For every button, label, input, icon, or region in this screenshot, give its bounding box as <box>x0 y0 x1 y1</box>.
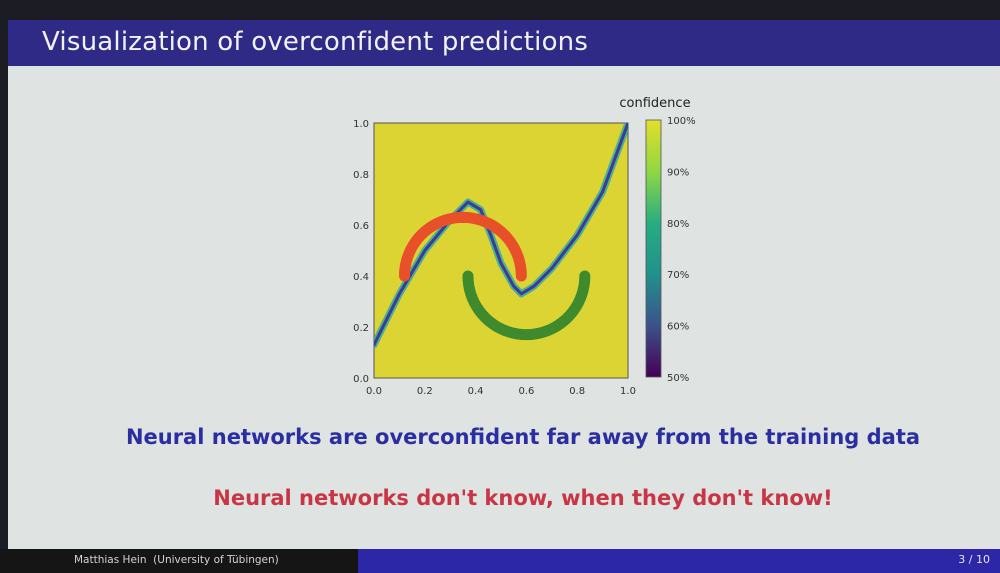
x-tick-label: 0.0 <box>366 386 382 397</box>
y-tick-label: 0.4 <box>353 272 369 283</box>
confidence-plot: 0.0 0.2 0.4 0.6 0.8 1.0 0.0 0.2 0.4 0.6 … <box>353 96 696 397</box>
colorbar-label: confidence <box>619 96 690 111</box>
x-tick-label: 0.8 <box>569 386 585 397</box>
slide: Visualization of overconfident predictio… <box>8 20 1000 552</box>
decision-boundary <box>374 123 628 347</box>
green-class-moon <box>462 270 591 341</box>
footer-author: Matthias Hein (University of Tübingen) <box>74 554 279 566</box>
x-tick-label: 1.0 <box>620 386 636 397</box>
footer-author-bar: Matthias Hein (University of Tübingen) <box>0 549 358 573</box>
footer-author-name: Matthias Hein <box>74 554 147 566</box>
colorbar-ticks: 50% 60% 70% 80% 90% 100% <box>667 116 696 384</box>
y-tick-label: 0.8 <box>353 170 369 181</box>
x-tick-label: 0.6 <box>518 386 534 397</box>
colorbar-tick-label: 70% <box>667 270 689 281</box>
x-tick-label: 0.4 <box>468 386 484 397</box>
red-class-moon <box>398 211 527 282</box>
colorbar-tick-label: 60% <box>667 322 689 333</box>
colorbar <box>645 119 662 378</box>
y-tick-label: 0.0 <box>353 374 369 385</box>
y-tick-label: 1.0 <box>353 119 369 130</box>
footer-page-bar: 3 / 10 <box>358 549 1000 573</box>
colorbar-tick-label: 90% <box>667 167 689 178</box>
y-tick-label: 0.6 <box>353 221 369 232</box>
colorbar-tick-label: 50% <box>667 373 689 384</box>
overconfident-message: Neural networks are overconfident far aw… <box>125 425 921 449</box>
footer-affiliation: (University of Tübingen) <box>153 554 279 566</box>
slide-title: Visualization of overconfident predictio… <box>42 27 589 57</box>
dont-know-message: Neural networks don't know, when they do… <box>213 486 833 510</box>
page-number: 3 / 10 <box>958 553 990 566</box>
title-bar: Visualization of overconfident predictio… <box>8 20 1000 66</box>
x-axis: 0.0 0.2 0.4 0.6 0.8 1.0 <box>366 386 636 397</box>
colorbar-tick-label: 80% <box>667 219 689 230</box>
colorbar-tick-label: 100% <box>667 116 696 127</box>
x-tick-label: 0.2 <box>417 386 433 397</box>
y-tick-label: 0.2 <box>353 323 369 334</box>
y-axis: 0.0 0.2 0.4 0.6 0.8 1.0 <box>353 119 369 385</box>
